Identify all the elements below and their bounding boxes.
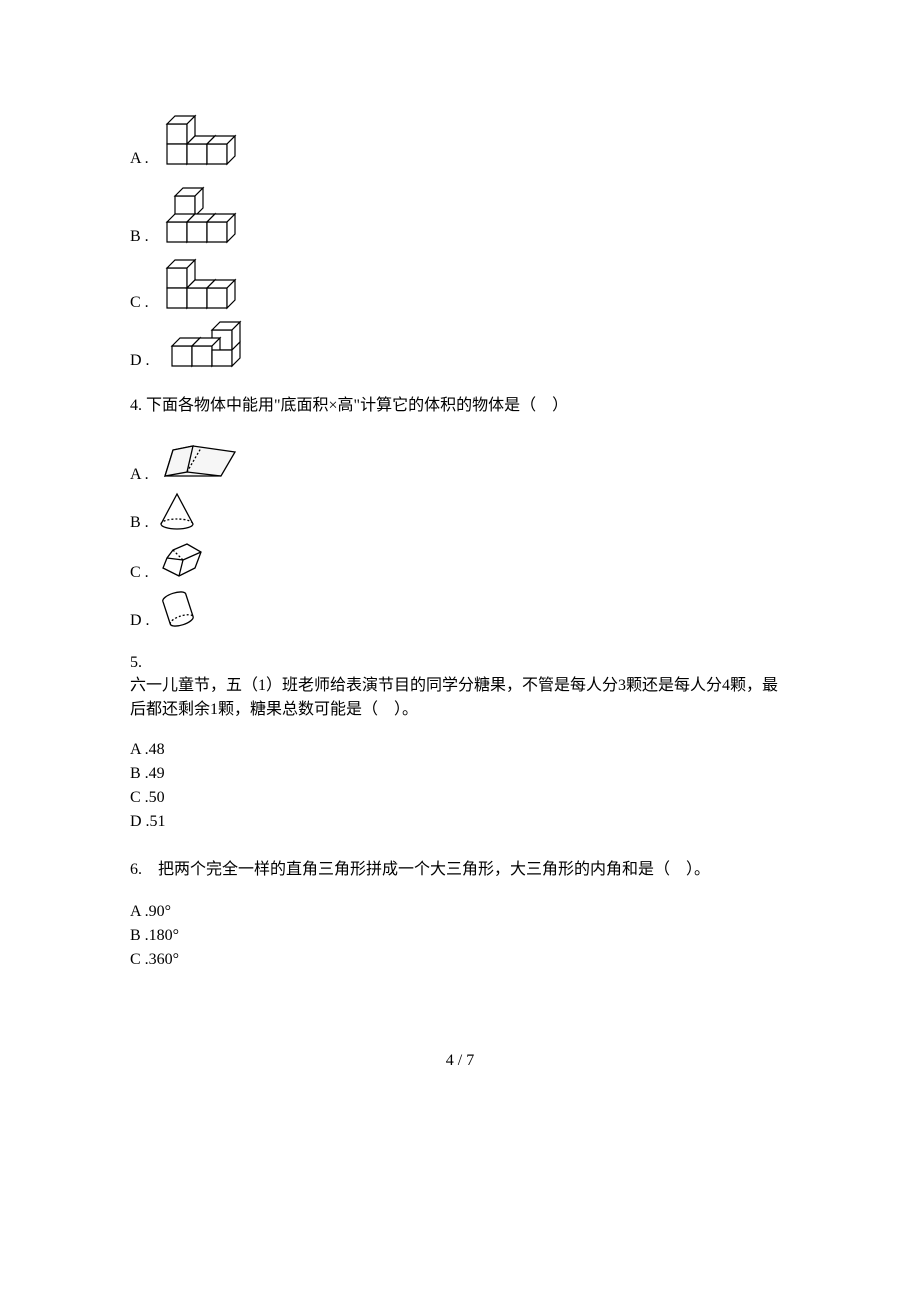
q3-option-a: A . (130, 100, 790, 168)
q3-option-d: D . (130, 318, 790, 370)
cube-figure-c-icon (153, 252, 253, 312)
q3-b-label: B . (130, 228, 149, 246)
q4-d-label: D . (130, 612, 150, 630)
q4-b-label: B . (130, 514, 149, 532)
irregular-solid-icon (153, 538, 209, 582)
q6-option-a: A .90° (130, 900, 790, 924)
prism-trapezoid-icon (153, 436, 243, 484)
cylinder-icon (154, 588, 202, 630)
q3-option-c: C . (130, 252, 790, 312)
q5-option-c: C .50 (130, 786, 790, 810)
q4-a-label: A . (130, 466, 149, 484)
q6-option-b: B .180° (130, 924, 790, 948)
q5-option-b: B .49 (130, 762, 790, 786)
q4-option-a: A . (130, 436, 790, 484)
q5-option-a: A .48 (130, 738, 790, 762)
q4-option-c: C . (130, 538, 790, 582)
page-number: 4 / 7 (130, 1052, 790, 1070)
q4-c-label: C . (130, 564, 149, 582)
q4-options: A . B . C . (130, 436, 790, 630)
cube-figure-a-icon (153, 100, 253, 168)
q3-d-label: D . (130, 352, 150, 370)
cone-icon (153, 490, 201, 532)
q3-option-b: B . (130, 174, 790, 246)
q5-num: 5. (130, 654, 790, 672)
cube-figure-d-icon (154, 318, 254, 370)
q4-option-b: B . (130, 490, 790, 532)
q6-text: 6. 把两个完全一样的直角三角形拼成一个大三角形，大三角形的内角和是（ ）。 (130, 858, 790, 882)
q4-option-d: D . (130, 588, 790, 630)
q3-c-label: C . (130, 294, 149, 312)
q4-text: 4. 下面各物体中能用"底面积×高"计算它的体积的物体是（ ） (130, 394, 790, 418)
q5-text: 六一儿童节，五（1）班老师给表演节目的同学分糖果，不管是每人分3颗还是每人分4颗… (130, 674, 790, 722)
q6-option-c: C .360° (130, 948, 790, 972)
q3-a-label: A . (130, 150, 149, 168)
q3-options: A . (130, 100, 790, 370)
page-content: A . (0, 0, 920, 1130)
cube-figure-b-icon (153, 174, 263, 246)
q5-option-d: D .51 (130, 810, 790, 834)
